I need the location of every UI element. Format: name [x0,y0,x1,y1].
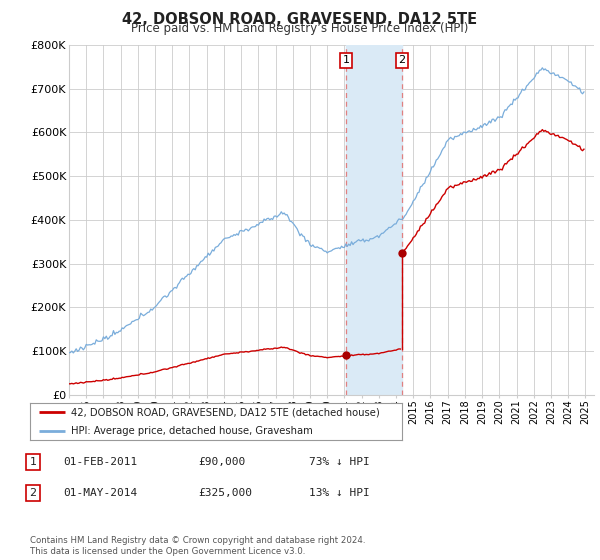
Text: 42, DOBSON ROAD, GRAVESEND, DA12 5TE: 42, DOBSON ROAD, GRAVESEND, DA12 5TE [122,12,478,27]
Text: 1: 1 [343,55,349,66]
Text: 01-MAY-2014: 01-MAY-2014 [63,488,137,498]
Text: HPI: Average price, detached house, Gravesham: HPI: Average price, detached house, Grav… [71,426,313,436]
Text: 01-FEB-2011: 01-FEB-2011 [63,457,137,467]
Text: £90,000: £90,000 [198,457,245,467]
Text: 42, DOBSON ROAD, GRAVESEND, DA12 5TE (detached house): 42, DOBSON ROAD, GRAVESEND, DA12 5TE (de… [71,407,380,417]
Text: £325,000: £325,000 [198,488,252,498]
Text: 73% ↓ HPI: 73% ↓ HPI [309,457,370,467]
Text: 1: 1 [29,457,37,467]
Text: 2: 2 [398,55,406,66]
Text: Contains HM Land Registry data © Crown copyright and database right 2024.
This d: Contains HM Land Registry data © Crown c… [30,536,365,556]
Text: 13% ↓ HPI: 13% ↓ HPI [309,488,370,498]
Text: Price paid vs. HM Land Registry’s House Price Index (HPI): Price paid vs. HM Land Registry’s House … [131,22,469,35]
Bar [346,45,402,395]
Text: 2: 2 [29,488,37,498]
